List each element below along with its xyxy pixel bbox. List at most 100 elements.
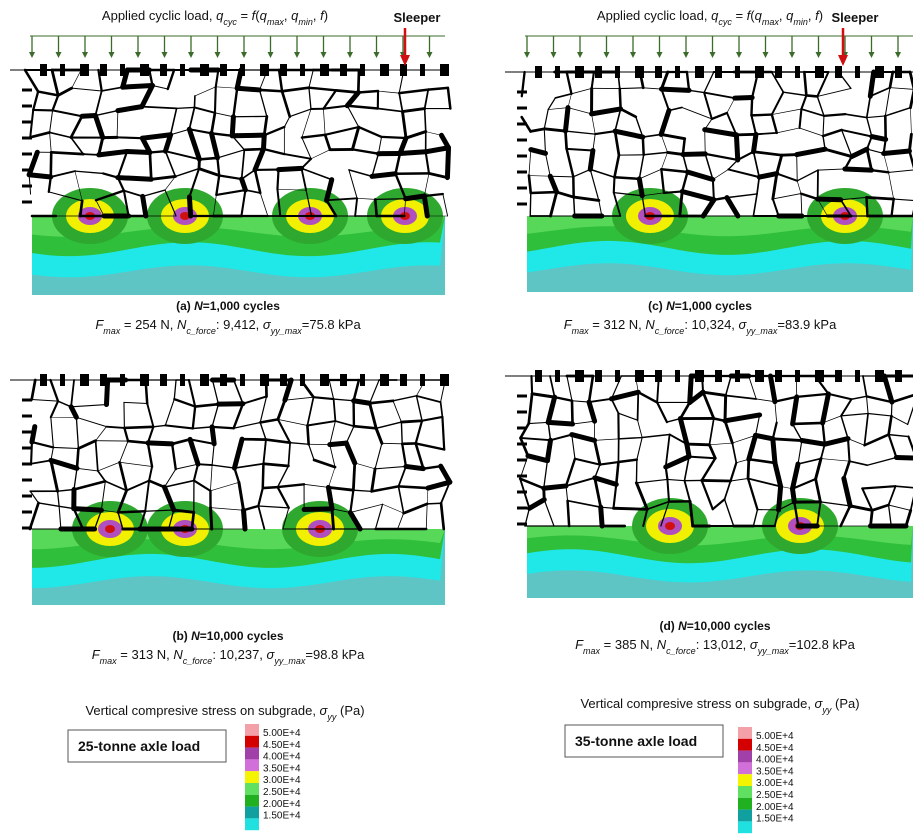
contact-force	[689, 457, 715, 459]
contact-force	[529, 176, 531, 193]
contact-force	[705, 130, 737, 135]
text-segment: = 312 N,	[589, 317, 646, 332]
sleeper-stub	[635, 66, 644, 78]
contact-force	[638, 392, 639, 420]
contact-force	[801, 109, 824, 116]
contact-force	[725, 421, 732, 443]
contact-force	[817, 88, 851, 96]
contact-force	[529, 422, 548, 423]
contact-force	[867, 118, 872, 137]
contact-force	[842, 130, 852, 157]
contact-force	[290, 109, 311, 117]
contact-force	[595, 478, 601, 507]
contact-force	[51, 401, 58, 417]
contact-force	[234, 404, 243, 429]
contact-force	[375, 504, 382, 529]
contact-force	[260, 396, 266, 422]
contact-force	[393, 401, 401, 422]
contact-force	[682, 107, 712, 119]
contact-force	[260, 423, 266, 440]
contact-force	[382, 443, 402, 444]
contact-force	[282, 91, 290, 116]
contact-force	[754, 152, 760, 177]
contact-force	[621, 109, 636, 117]
figure: Applied cyclic load, qcyc = f(qmax, qmin…	[0, 0, 913, 835]
load-arrow-head	[56, 52, 62, 58]
contact-force	[282, 88, 309, 92]
contact-force	[751, 98, 752, 116]
contact-force	[165, 425, 192, 428]
contact-force	[531, 192, 557, 193]
contact-force	[347, 92, 358, 105]
contact-force	[354, 380, 359, 401]
sleeper-stub	[535, 66, 542, 78]
contact-force	[74, 481, 105, 489]
contact-force	[328, 487, 332, 508]
contact-force	[260, 90, 282, 91]
contact-force	[664, 191, 682, 192]
sleeper-stub	[695, 66, 704, 78]
text-segment: )	[324, 8, 328, 23]
text-segment: yy_max	[745, 326, 778, 336]
text-segment: max	[583, 646, 601, 656]
contact-force	[51, 171, 75, 177]
contact-force	[145, 481, 149, 512]
contact-force	[51, 460, 77, 468]
contact-force	[74, 509, 102, 511]
contact-force	[95, 111, 117, 116]
contact-force	[709, 445, 715, 458]
sleeper-stub	[835, 66, 842, 78]
load-arrow-head	[427, 52, 433, 58]
rich-text: Applied cyclic load, qcyc = f(qmax, qmin…	[597, 8, 823, 27]
contact-force	[347, 106, 378, 109]
contact-force	[426, 152, 429, 174]
contact-force	[258, 506, 264, 529]
contact-force	[212, 404, 218, 427]
contact-force	[150, 151, 166, 152]
sleeper-stub	[400, 374, 407, 386]
contact-force	[311, 150, 330, 159]
contact-force	[426, 504, 427, 529]
text-segment: min	[298, 17, 313, 27]
contact-force	[346, 443, 354, 463]
contact-force	[416, 421, 422, 444]
contact-force	[682, 172, 687, 192]
contact-force	[212, 380, 218, 404]
contact-force	[704, 72, 714, 93]
contact-force	[783, 92, 806, 95]
contact-force	[448, 88, 450, 109]
legend-value: 4.50E+4	[756, 743, 794, 754]
contact-force	[171, 129, 190, 134]
sleeper-stub	[40, 374, 47, 386]
contact-force	[278, 400, 285, 419]
contact-force	[258, 488, 262, 506]
contact-force	[38, 503, 59, 506]
contact-force	[30, 110, 33, 137]
contact-force	[551, 435, 572, 441]
text-segment: =1,000 cycles	[675, 299, 752, 313]
contact-force	[143, 196, 146, 216]
contact-force	[118, 178, 151, 180]
contact-force	[548, 397, 554, 422]
contact-force	[424, 173, 429, 196]
sleeper-stub	[140, 64, 149, 76]
contact-force	[150, 153, 151, 180]
contact-force	[106, 427, 124, 428]
contact-force	[216, 190, 245, 195]
contact-force	[234, 439, 242, 468]
load-arrow-head	[162, 52, 168, 58]
contact-force	[393, 396, 416, 401]
contact-force	[124, 428, 128, 441]
contact-force	[375, 443, 382, 469]
contact-force	[892, 394, 913, 402]
contact-force	[264, 127, 284, 135]
legend-value: 3.50E+4	[756, 766, 794, 777]
contact-force	[232, 117, 233, 136]
contact-force	[547, 440, 550, 460]
contact-force	[284, 117, 289, 127]
contact-force	[51, 152, 83, 154]
contact-force	[565, 108, 568, 131]
contact-force	[757, 177, 759, 194]
contact-force	[32, 427, 35, 443]
sleeper-stub	[240, 64, 245, 76]
